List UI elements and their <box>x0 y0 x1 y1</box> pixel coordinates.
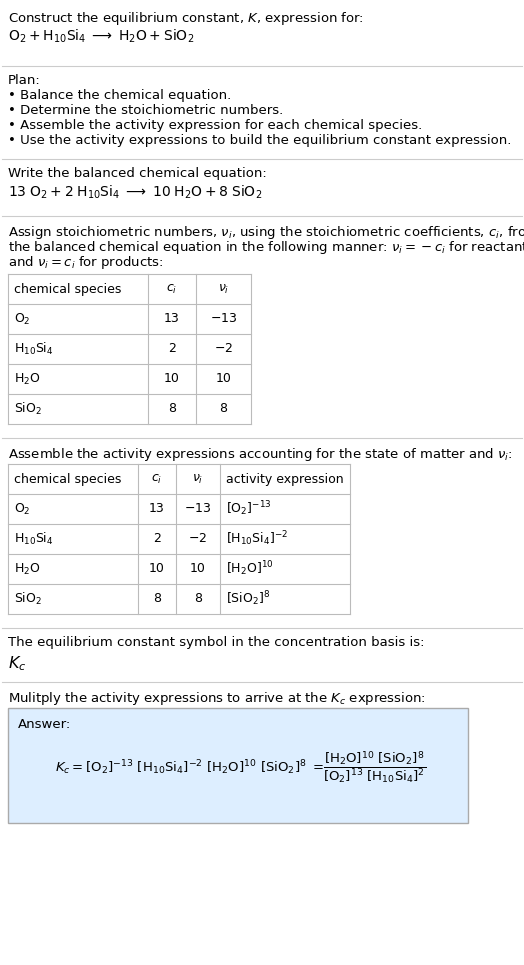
Text: activity expression: activity expression <box>226 473 344 485</box>
Text: The equilibrium constant symbol in the concentration basis is:: The equilibrium constant symbol in the c… <box>8 636 424 649</box>
Text: $-2$: $-2$ <box>214 343 233 355</box>
Text: $[\mathrm{SiO_2}]^{8}$: $[\mathrm{SiO_2}]^{8}$ <box>226 590 270 608</box>
Text: $-13$: $-13$ <box>184 503 212 515</box>
Text: • Balance the chemical equation.: • Balance the chemical equation. <box>8 89 231 102</box>
Text: $\nu_i$: $\nu_i$ <box>192 473 204 485</box>
Text: $-13$: $-13$ <box>210 313 237 325</box>
Text: Mulitply the activity expressions to arrive at the $K_c$ expression:: Mulitply the activity expressions to arr… <box>8 690 426 707</box>
Text: 2: 2 <box>168 343 176 355</box>
Text: Assemble the activity expressions accounting for the state of matter and $\nu_i$: Assemble the activity expressions accoun… <box>8 446 512 463</box>
Text: $c_i$: $c_i$ <box>151 473 162 485</box>
Text: Assign stoichiometric numbers, $\nu_i$, using the stoichiometric coefficients, $: Assign stoichiometric numbers, $\nu_i$, … <box>8 224 524 241</box>
Text: $K_c = [\mathrm{O_2}]^{-13}\ [\mathrm{H_{10}Si_4}]^{-2}\ [\mathrm{H_2O}]^{10}\ [: $K_c = [\mathrm{O_2}]^{-13}\ [\mathrm{H_… <box>55 758 324 778</box>
Text: 2: 2 <box>153 533 161 545</box>
Text: $c_i$: $c_i$ <box>166 283 178 295</box>
Text: $\mathrm{SiO_2}$: $\mathrm{SiO_2}$ <box>14 591 42 607</box>
Text: Construct the equilibrium constant, $K$, expression for:: Construct the equilibrium constant, $K$,… <box>8 10 364 27</box>
Text: $\mathrm{H_2O}$: $\mathrm{H_2O}$ <box>14 562 40 576</box>
Text: 8: 8 <box>194 593 202 605</box>
Text: $\mathrm{H_2O}$: $\mathrm{H_2O}$ <box>14 372 40 387</box>
Text: $\mathrm{H_{10}Si_4}$: $\mathrm{H_{10}Si_4}$ <box>14 531 53 547</box>
Text: $\mathrm{O_2 + H_{10}Si_4 \;\longrightarrow\; H_2O + SiO_2}$: $\mathrm{O_2 + H_{10}Si_4 \;\longrightar… <box>8 28 194 45</box>
Text: • Determine the stoichiometric numbers.: • Determine the stoichiometric numbers. <box>8 104 283 117</box>
Text: and $\nu_i = c_i$ for products:: and $\nu_i = c_i$ for products: <box>8 254 163 271</box>
Text: 8: 8 <box>220 402 227 416</box>
Text: $[\mathrm{H_2O}]^{10}$: $[\mathrm{H_2O}]^{10}$ <box>226 560 274 578</box>
Text: $[\mathrm{O_2}]^{-13}$: $[\mathrm{O_2}]^{-13}$ <box>226 500 271 518</box>
Text: 13: 13 <box>164 313 180 325</box>
Text: $K_c$: $K_c$ <box>8 654 26 673</box>
Text: 8: 8 <box>153 593 161 605</box>
Text: chemical species: chemical species <box>14 473 122 485</box>
Text: 10: 10 <box>164 372 180 385</box>
Text: $\mathrm{O_2}$: $\mathrm{O_2}$ <box>14 312 30 326</box>
Text: $-2$: $-2$ <box>189 533 208 545</box>
Text: Answer:: Answer: <box>18 718 71 731</box>
Text: $\nu_i$: $\nu_i$ <box>218 283 229 295</box>
Text: 13: 13 <box>149 503 165 515</box>
Text: $\dfrac{[\mathrm{H_2O}]^{10}\ [\mathrm{SiO_2}]^{8}}{[\mathrm{O_2}]^{13}\ [\mathr: $\dfrac{[\mathrm{H_2O}]^{10}\ [\mathrm{S… <box>323 750 427 786</box>
Text: 10: 10 <box>149 563 165 575</box>
Text: $13\;\mathrm{O_2 + 2\;H_{10}Si_4 \;\longrightarrow\; 10\;H_2O + 8\;SiO_2}$: $13\;\mathrm{O_2 + 2\;H_{10}Si_4 \;\long… <box>8 184 262 202</box>
Text: $[\mathrm{H_{10}Si_4}]^{-2}$: $[\mathrm{H_{10}Si_4}]^{-2}$ <box>226 530 288 548</box>
Text: chemical species: chemical species <box>14 283 122 295</box>
Text: $\mathrm{SiO_2}$: $\mathrm{SiO_2}$ <box>14 400 42 417</box>
Text: $\mathrm{O_2}$: $\mathrm{O_2}$ <box>14 502 30 516</box>
Text: • Use the activity expressions to build the equilibrium constant expression.: • Use the activity expressions to build … <box>8 134 511 147</box>
Text: 8: 8 <box>168 402 176 416</box>
Text: $\mathrm{H_{10}Si_4}$: $\mathrm{H_{10}Si_4}$ <box>14 341 53 357</box>
FancyBboxPatch shape <box>8 708 468 823</box>
Text: Write the balanced chemical equation:: Write the balanced chemical equation: <box>8 167 267 180</box>
Text: the balanced chemical equation in the following manner: $\nu_i = -c_i$ for react: the balanced chemical equation in the fo… <box>8 239 524 256</box>
Text: Plan:: Plan: <box>8 74 41 87</box>
Text: 10: 10 <box>215 372 232 385</box>
Text: 10: 10 <box>190 563 206 575</box>
Text: • Assemble the activity expression for each chemical species.: • Assemble the activity expression for e… <box>8 119 422 132</box>
